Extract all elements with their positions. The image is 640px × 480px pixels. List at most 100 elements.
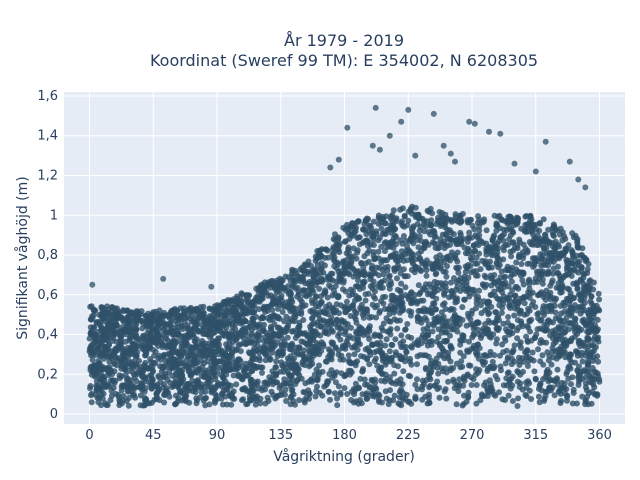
data-point [570,390,577,396]
data-point [287,383,294,390]
data-point [398,118,405,125]
data-point [371,256,378,262]
data-point [324,247,331,254]
data-point [564,368,571,375]
data-point [583,387,590,394]
data-point [304,333,311,340]
data-point [526,218,533,225]
data-point [257,400,264,407]
data-point [94,328,101,335]
data-point [383,336,390,343]
data-point [372,288,378,295]
data-point [442,306,449,312]
data-point [547,377,554,384]
data-point [190,344,197,351]
data-point [401,273,408,280]
data-point [88,303,95,310]
data-point [572,316,578,323]
data-point [232,347,239,354]
data-point [373,340,380,347]
data-point [502,360,509,367]
data-point [343,298,350,305]
data-point [539,352,546,359]
data-point [246,393,253,400]
data-point [514,327,521,334]
data-point [454,283,461,290]
data-point [201,374,208,381]
data-point [355,384,362,391]
data-point [228,331,235,338]
data-point [258,315,264,322]
data-point [209,315,216,322]
data-point [536,275,543,282]
data-point [366,361,373,368]
data-point [477,335,484,341]
data-point [474,260,481,267]
data-point [405,217,412,224]
data-point [158,339,165,346]
data-point [526,260,533,267]
data-point [385,328,392,335]
data-point [355,277,361,284]
data-point [265,398,272,404]
data-point [500,243,507,250]
data-point [106,358,113,365]
data-point [275,305,281,312]
data-point [391,392,398,399]
data-point [504,382,510,389]
data-point [254,342,261,349]
data-point [387,387,393,394]
data-point [397,289,404,295]
data-point [87,324,94,331]
data-point [391,307,398,314]
data-point [331,263,338,270]
data-point [301,292,308,299]
data-point [134,369,141,376]
data-point [246,388,253,395]
data-point [415,342,422,349]
data-point [517,339,524,346]
data-point [245,292,252,299]
data-point [386,132,393,139]
data-point [187,352,194,359]
data-point [371,349,378,356]
data-point [172,379,179,386]
data-point [540,216,547,223]
data-point [431,382,438,389]
data-point [253,333,260,340]
data-point [322,287,329,294]
data-point [166,321,173,328]
data-point [202,367,209,374]
data-point [430,239,436,246]
data-point [476,287,483,294]
data-point [179,397,186,404]
data-point [364,307,370,314]
x-axis-title: Vågriktning (grader) [273,448,415,465]
data-point [352,362,359,369]
data-point [563,314,570,321]
data-point [109,371,116,378]
data-point [519,277,526,284]
data-point [249,302,256,309]
data-point [177,352,184,359]
data-point [415,250,422,257]
data-point [585,310,592,316]
data-point [382,375,389,382]
data-point [435,326,442,333]
data-point [378,324,385,331]
data-point [535,346,541,353]
data-point [351,388,358,395]
data-point [175,316,182,323]
data-point [507,213,514,220]
data-point [98,351,105,358]
data-point [367,276,374,283]
data-point [456,376,463,383]
data-point [446,227,453,234]
data-point [453,401,460,408]
data-point [385,401,392,408]
data-point [541,246,548,253]
data-point [316,362,322,369]
data-point [177,388,184,395]
data-point [173,392,179,399]
data-point [341,385,348,392]
